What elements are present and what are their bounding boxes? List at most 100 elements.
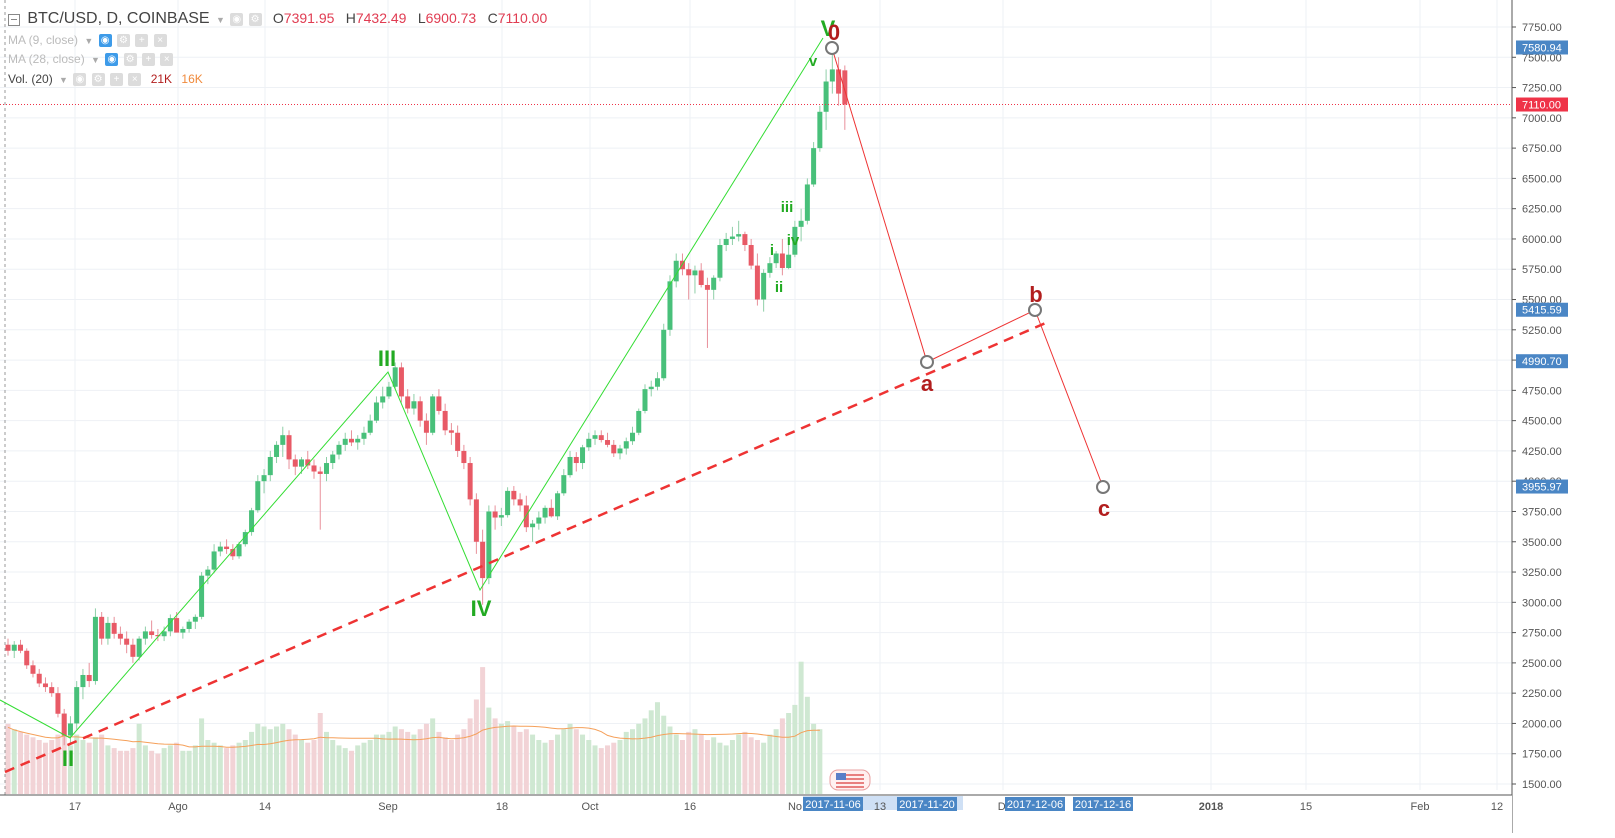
collapse-legend-icon[interactable] (8, 13, 20, 26)
candle-body (673, 260, 679, 282)
volume-bar (555, 734, 561, 794)
wave-point-handle[interactable] (920, 355, 934, 369)
candle-body (492, 511, 498, 518)
candle-body (817, 111, 823, 149)
chevron-down-icon[interactable]: ▼ (91, 54, 100, 65)
candle-body (486, 511, 492, 579)
candle-body (199, 575, 205, 617)
price-tick-label: 2000.00 (1522, 718, 1562, 730)
chevron-down-icon[interactable]: ▼ (59, 74, 68, 85)
price-tag[interactable] (1516, 40, 1568, 55)
volume-bar (630, 729, 635, 794)
price-tick-label: 2750.00 (1522, 628, 1562, 640)
candle-body (99, 616, 105, 639)
candle-body (686, 269, 692, 276)
symbol-title: BTC/USD, D, COINBASE (27, 10, 210, 27)
plus-icon[interactable]: + (110, 73, 123, 87)
wave-point-handle[interactable] (1028, 303, 1042, 317)
candle-body (836, 69, 842, 94)
wave-label-a: a (921, 371, 934, 396)
wave-point-handle[interactable] (1096, 480, 1110, 494)
volume-bar (130, 748, 136, 794)
candle-body (561, 475, 567, 494)
volume-bar (361, 742, 367, 794)
close-icon[interactable]: × (160, 53, 174, 67)
price-tag[interactable] (1516, 302, 1568, 317)
volume-legend[interactable]: Vol. (20) ▼ ◉ ⚙ + × 21K 16K (8, 72, 203, 87)
time-tick-label: Ago (168, 801, 188, 813)
plus-icon[interactable]: + (135, 34, 149, 48)
plus-icon[interactable]: + (142, 53, 155, 67)
volume-bar (486, 707, 492, 794)
candle-body (80, 674, 86, 688)
volume-bar (586, 740, 592, 794)
candle-body (323, 463, 329, 474)
price-tick-label: 1750.00 (1522, 749, 1562, 761)
gear-icon[interactable]: ⚙ (248, 13, 262, 27)
candle-body (661, 329, 667, 379)
date-tag[interactable] (1073, 797, 1133, 811)
gear-icon[interactable]: ⚙ (91, 73, 105, 87)
volume-bar (567, 723, 573, 794)
volume-bar (580, 734, 586, 794)
candle-body (49, 687, 55, 694)
volume-bar (442, 737, 448, 794)
date-tag[interactable] (897, 797, 957, 811)
close-icon[interactable]: × (128, 73, 142, 87)
date-tag-label: 2017-12-16 (1075, 799, 1131, 811)
flag-icon[interactable] (829, 769, 871, 791)
price-tag[interactable] (1516, 479, 1568, 494)
candle-body (767, 263, 773, 273)
price-tag[interactable] (1516, 354, 1568, 369)
volume-bar (686, 731, 692, 794)
date-tag[interactable] (1005, 797, 1065, 811)
ma9-legend[interactable]: MA (9, close) ▼ ◉ ⚙ + × (8, 33, 167, 48)
volume-bar (492, 718, 498, 794)
volume-bar (348, 750, 354, 794)
date-tag[interactable] (803, 797, 863, 811)
eye-icon[interactable]: ◉ (230, 13, 244, 27)
candle-body (505, 490, 511, 516)
chevron-down-icon[interactable]: ▼ (84, 35, 94, 46)
wave-label-V: V (821, 16, 836, 41)
candle-body (467, 463, 473, 500)
volume-bar (192, 745, 198, 794)
volume-bar (167, 745, 173, 794)
candle-body (124, 638, 130, 645)
price-tick-label: 1500.00 (1522, 779, 1562, 791)
volume-bar (436, 731, 442, 794)
candle-body (723, 238, 729, 246)
price-axis[interactable]: 7750.00 7500.00 7250.00 7000.00 6750.00 6500.… (1511, 0, 1615, 833)
candle-body (605, 440, 611, 445)
wave-point-handle[interactable] (825, 41, 839, 55)
gear-icon[interactable]: ⚙ (116, 34, 130, 48)
price-tick-label: 3500.00 (1522, 537, 1562, 549)
candle-body (548, 507, 554, 517)
candle-body (280, 435, 286, 445)
eye-icon[interactable]: ◉ (98, 34, 112, 48)
volume-bar (217, 745, 223, 794)
close-icon[interactable]: × (153, 34, 167, 48)
ma28-legend[interactable]: MA (28, close) ▼ ◉ ⚙ + × (8, 52, 174, 67)
time-axis[interactable]: 17 Ago 14 Sep 18 Oct 16 No 13 Di 2018 15 Feb 12 2017-1… (0, 794, 1512, 833)
candle-body (748, 245, 754, 266)
gear-icon[interactable]: ⚙ (123, 53, 137, 67)
candle-body (829, 69, 835, 82)
chevron-down-icon[interactable]: ▼ (215, 14, 225, 25)
eye-icon[interactable]: ◉ (105, 53, 119, 67)
candle-body (736, 234, 742, 237)
eye-icon[interactable]: ◉ (73, 73, 87, 87)
candle-body (336, 444, 342, 455)
volume-bar (605, 745, 611, 794)
wave-label-iii: iii (781, 199, 794, 216)
candles (5, 45, 848, 746)
candle-body (367, 420, 373, 433)
price-tag[interactable] (1516, 97, 1568, 112)
volume-bar (380, 734, 386, 794)
ohlc-close-key: C (487, 10, 498, 26)
volume-bar (386, 731, 392, 794)
volume-bar (748, 737, 754, 794)
candle-body (761, 272, 767, 300)
